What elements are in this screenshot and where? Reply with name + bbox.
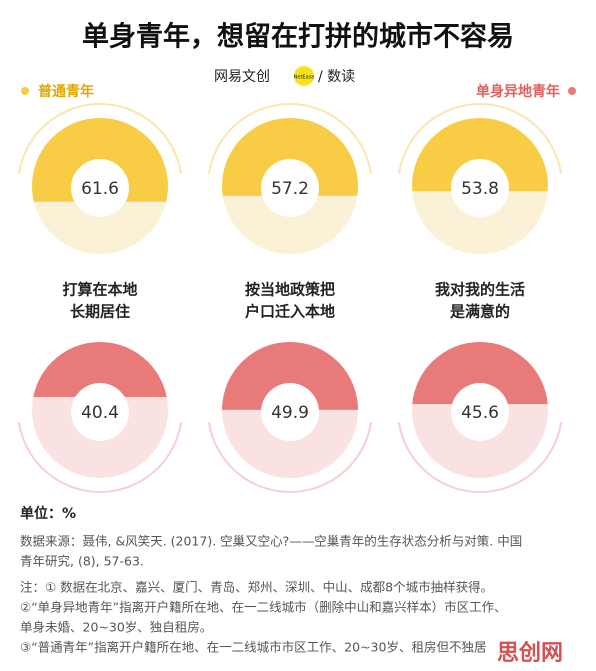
inner-circle: [451, 383, 509, 441]
outer-ring: [397, 103, 563, 174]
note: ②“单身异地青年”指离开户籍所在地、在一二线城市（删除中山和嘉兴样本）市区工作、: [20, 600, 507, 615]
logo-dot: [294, 66, 314, 86]
source: 数据来源：聂伟, &风笑天. (2017). 空巢又空心?——空巢青年的生存状态…: [20, 534, 522, 549]
value-label: 61.6: [81, 179, 119, 199]
legend-label: 单身异地青年: [476, 83, 560, 100]
outer-ring: [397, 422, 563, 493]
inner-circle: [451, 159, 509, 217]
category-label: 是满意的: [449, 303, 510, 321]
outer-ring: [207, 103, 373, 174]
inner-circle: [261, 383, 319, 441]
outer-ring: [17, 422, 183, 493]
category-label: 户口迁入本地: [245, 303, 335, 321]
value-label: 40.4: [81, 403, 119, 423]
legend-dot: [21, 87, 29, 95]
legend-dot: [568, 87, 576, 95]
note: ③“普通青年”指离开户籍所在地、在一二线城市市区工作、20~30岁、租房但不独居: [20, 640, 486, 655]
note: 单身未婚、20~30岁、独自租房。: [20, 620, 212, 635]
watermark: 思创网: [497, 641, 563, 666]
logo-text: / 数读: [318, 68, 355, 85]
legend-label: 普通青年: [38, 83, 94, 100]
unit: 单位：%: [20, 505, 76, 522]
outer-ring: [207, 422, 373, 493]
chart-title: 单身青年，想留在打拼的城市不容易: [82, 21, 514, 53]
category-label: 按当地政策把: [245, 281, 335, 299]
logo-text: NetEase: [294, 75, 315, 81]
inner-circle: [261, 159, 319, 217]
category-label: 长期居住: [70, 303, 130, 321]
value-label: 49.9: [271, 403, 309, 423]
value-label: 45.6: [461, 403, 499, 423]
category-label: 我对我的生活: [435, 281, 525, 299]
logo-text: 网易文创: [214, 69, 270, 85]
value-label: 53.8: [461, 179, 499, 199]
category-label: 打算在本地: [62, 281, 137, 299]
inner-circle: [71, 383, 129, 441]
outer-ring: [17, 103, 183, 174]
value-label: 57.2: [271, 179, 309, 199]
note: 注：① 数据在北京、嘉兴、厦门、青岛、郑州、深圳、中山、成都8个城市抽样获得。: [20, 580, 493, 595]
source: 青年研究, (8), 57-63.: [20, 554, 144, 569]
inner-circle: [71, 159, 129, 217]
